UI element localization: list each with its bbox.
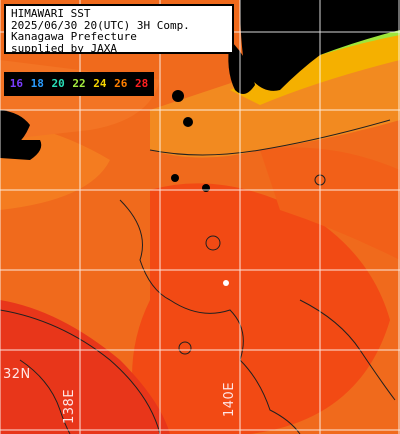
legend-22: 22 (72, 77, 86, 90)
longitude-label-138: 138E (62, 388, 77, 424)
island-1 (172, 90, 184, 102)
title-line-3: Kanagawa Prefecture (11, 30, 137, 44)
legend-28: 28 (134, 77, 149, 90)
land-peninsula (228, 40, 255, 94)
legend-18: 18 (30, 77, 44, 90)
land-west-point (0, 140, 42, 160)
title-line-2: 2025/06/30 20(UTC) 3H Comp. (11, 18, 190, 32)
island-2 (183, 117, 193, 127)
title-line-4: supplied by JAXA (11, 41, 117, 55)
southwest-hot-patch (0, 300, 170, 434)
latitude-label: 32N (3, 367, 31, 382)
title-box: HIMAWARI SST 2025/06/30 20(UTC) 3H Comp.… (4, 4, 234, 54)
title-line-1: HIMAWARI SST (11, 7, 91, 20)
legend-16: 16 (9, 77, 24, 90)
east-warm-patch (260, 147, 400, 260)
sst-legend: 16 18 20 22 24 26 28 (4, 72, 154, 96)
warm-core-patch (132, 183, 390, 434)
island-4 (202, 184, 210, 192)
legend-20: 20 (51, 77, 65, 90)
island-3 (171, 174, 179, 182)
legend-26: 26 (114, 77, 128, 90)
legend-24: 24 (93, 77, 107, 90)
island-5 (223, 280, 229, 286)
longitude-label-140: 140E (222, 381, 237, 417)
